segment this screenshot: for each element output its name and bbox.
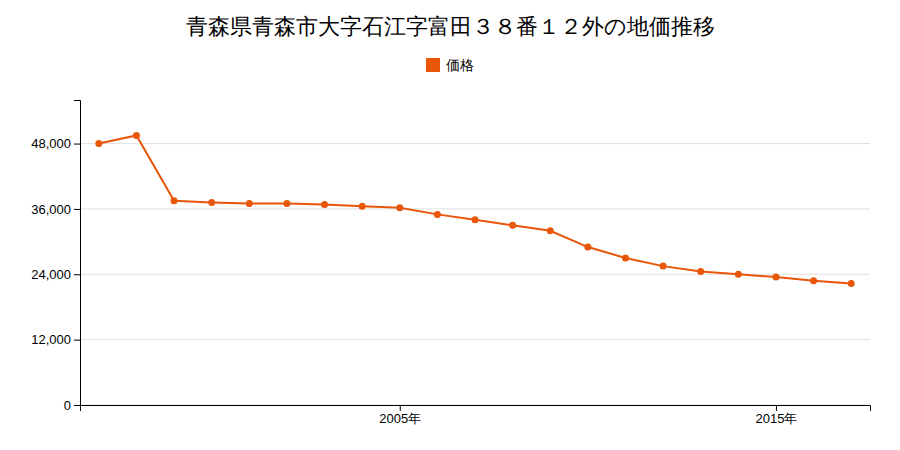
- point: [810, 277, 817, 284]
- tick-label: 12,000: [31, 332, 71, 347]
- tick-label: 48,000: [31, 136, 71, 151]
- point: [509, 222, 516, 229]
- tick: 36,000: [31, 202, 80, 217]
- tick-mark: [74, 274, 80, 275]
- grid-line: [80, 143, 870, 144]
- point: [396, 204, 403, 211]
- tick: 2005年: [379, 405, 421, 426]
- point: [772, 274, 779, 281]
- legend-label: 価格: [446, 57, 474, 73]
- tick-mark: [74, 405, 80, 406]
- point: [246, 200, 253, 207]
- point: [133, 132, 140, 139]
- grid-line: [80, 208, 870, 209]
- plot: 2005年 2015年 0 12,000 24,000 36,000 48,000: [31, 101, 870, 427]
- y-axis: 0 12,000 24,000 36,000 48,000: [31, 101, 80, 413]
- tick-mark: [74, 144, 80, 145]
- tick-mark: [74, 209, 80, 210]
- tick: 2015年: [755, 405, 797, 426]
- x-axis: 2005年 2015年: [81, 405, 871, 426]
- tick-mark: [400, 405, 401, 411]
- point: [697, 268, 704, 275]
- line: [99, 135, 851, 283]
- tick-mark: [74, 340, 80, 341]
- point: [660, 263, 667, 270]
- tick-mark: [776, 405, 777, 411]
- point: [848, 280, 855, 287]
- point: [95, 140, 102, 147]
- legend-item: 価格: [426, 57, 474, 73]
- tick: 48,000: [31, 136, 80, 151]
- tick-label: 2005年: [379, 411, 421, 426]
- point: [434, 211, 441, 218]
- legend: 価格: [426, 57, 474, 73]
- marks: [95, 132, 854, 287]
- chart: 青森県青森市大字石江字富田３８番１２外の地価推移 2005年 2015年 0 12,00…: [0, 0, 900, 450]
- point: [321, 201, 328, 208]
- point: [622, 254, 629, 261]
- tick: 12,000: [31, 332, 80, 347]
- axis-line: [74, 101, 81, 406]
- axis-line: [81, 406, 871, 412]
- point: [735, 271, 742, 278]
- point: [472, 216, 479, 223]
- tick-label: 24,000: [31, 267, 71, 282]
- grid-line: [80, 339, 870, 340]
- legend-swatch: [426, 58, 440, 72]
- tick-label: 0: [64, 398, 71, 413]
- point: [584, 244, 591, 251]
- point: [171, 197, 178, 204]
- point: [208, 199, 215, 206]
- point: [547, 227, 554, 234]
- tick-label: 2015年: [755, 411, 797, 426]
- point: [283, 200, 290, 207]
- tick-label: 36,000: [31, 202, 71, 217]
- tick: 24,000: [31, 267, 80, 282]
- tick: 0: [64, 398, 80, 413]
- title: 青森県青森市大字石江字富田３８番１２外の地価推移: [186, 14, 715, 39]
- point: [359, 203, 366, 210]
